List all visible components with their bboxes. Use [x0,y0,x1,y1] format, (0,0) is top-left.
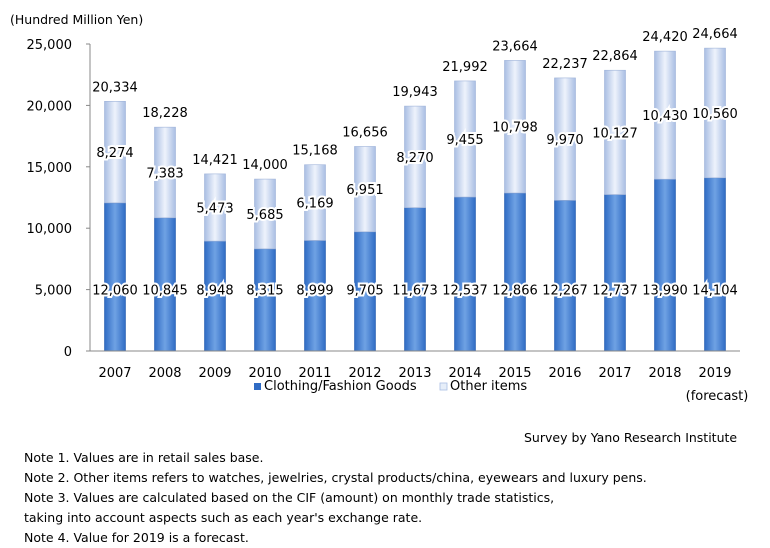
y-tick-label: 20,000 [27,99,73,114]
legend-label-clothing: Clothing/Fashion Goods [264,379,417,394]
data-label-total: 19,943 [392,85,438,100]
bar-other-items [354,146,376,233]
bar-clothing-fashion [454,196,476,352]
legend-label-other: Other items [450,379,527,394]
note-line: Note 3. Values are calculated based on t… [24,490,555,505]
data-label-other: 5,473 [196,202,233,217]
data-label-total: 16,656 [342,125,388,140]
data-label-other: 8,270 [396,151,433,166]
data-label-other: 7,383 [146,166,183,181]
legend: Clothing/Fashion Goods Other items [254,379,527,394]
data-label-clothing: 9,705 [346,284,383,299]
data-label-clothing: 11,673 [392,284,438,299]
source-note: Survey by Yano Research Institute [524,430,738,445]
data-label-total: 22,237 [542,57,588,72]
bar-clothing-fashion [254,248,276,352]
note-line: Note 1. Values are in retail sales base. [24,450,264,465]
note-line: Note 4. Value for 2019 is a forecast. [24,530,249,545]
data-label-total: 21,992 [442,60,488,75]
data-labels: 12,060 8,274 20,334 10,845 7,383 18,228 8,948 5… [90,27,740,300]
data-label-clothing: 12,537 [442,284,488,299]
data-label-clothing: 10,845 [142,284,188,299]
x-tick-label: 2017 [598,366,631,381]
data-label-total: 22,864 [592,49,638,64]
data-label-other: 6,169 [296,197,333,212]
data-label-other: 8,274 [96,146,133,161]
y-tick-label: 25,000 [27,38,73,53]
data-label-other: 10,430 [642,109,688,124]
bar-clothing-fashion [404,207,426,352]
x-tick-label: 2019 [698,366,731,381]
bar-clothing-fashion [504,192,526,352]
bar-clothing-fashion [554,200,576,352]
data-label-clothing: 8,948 [196,284,233,299]
bar-other-items [304,164,326,241]
bars [104,47,726,352]
x-tick-label: 2015 [498,366,531,381]
bar-other-items [204,173,226,242]
notes: Note 1. Values are in retail sales base.… [24,448,647,548]
bar-other-items [554,77,576,201]
data-label-total: 24,664 [692,27,738,42]
data-label-total: 24,420 [642,30,688,45]
x-tick-label: 2014 [448,366,481,381]
y-tick-label: 15,000 [27,161,73,176]
x-tick-label: 2012 [348,366,381,381]
x-axis: 2007 2008 2009 2010 2011 2012 2013 2014 2015 2016… [90,350,749,404]
data-label-clothing: 12,866 [492,284,538,299]
data-label-clothing: 12,060 [92,284,138,299]
note-line: taking into account aspects such as each… [24,510,423,525]
data-label-total: 14,000 [242,158,288,173]
y-tick-label: 10,000 [27,222,73,237]
data-label-total: 20,334 [92,80,138,95]
data-label-total: 14,421 [192,153,238,168]
x-tick-label: 2008 [148,366,181,381]
x-tick-label: 2013 [398,366,431,381]
note-line: Note 2. Other items refers to watches, j… [24,470,647,485]
bar-other-items [154,126,176,219]
bar-other-items [254,178,276,250]
bar-other-items [704,47,726,179]
x-tick-sublabel: (forecast) [686,389,749,404]
bar-clothing-fashion [104,202,126,352]
bar-clothing-fashion [604,194,626,352]
data-label-other: 10,560 [692,107,738,122]
x-tick-label: 2016 [548,366,581,381]
bar-other-items [504,60,526,194]
y-tick-label: 5,000 [35,284,72,299]
x-tick-label: 2007 [98,366,131,381]
bar-clothing-fashion [704,177,726,352]
legend-swatch-other [439,382,448,391]
data-label-other: 9,455 [446,133,483,148]
data-label-total: 15,168 [292,144,338,159]
bar-clothing-fashion [654,178,676,352]
data-label-other: 9,970 [546,133,583,148]
legend-swatch-clothing [254,383,261,390]
data-label-clothing: 14,104 [692,284,738,299]
x-tick-label: 2011 [298,366,331,381]
data-label-clothing: 8,315 [246,284,283,299]
data-label-total: 23,664 [492,39,538,54]
x-tick-label: 2010 [248,366,281,381]
data-label-clothing: 13,990 [642,284,688,299]
data-label-other: 6,951 [346,183,383,198]
data-label-other: 10,127 [592,126,638,141]
data-label-other: 10,798 [492,121,538,136]
y-axis-unit-label: (Hundred Million Yen) [10,12,144,27]
y-axis: 0 5,000 10,000 15,000 20,000 25,000 [27,38,91,360]
stacked-bar-chart: 0 5,000 10,000 15,000 20,000 25,000 12,060 8,2… [27,27,749,404]
data-label-clothing: 12,737 [592,284,638,299]
bar-other-items [604,69,626,195]
bar-other-items [404,105,426,208]
bar-other-items [654,50,676,180]
y-tick-label: 0 [64,345,72,360]
data-label-clothing: 8,999 [296,284,333,299]
data-label-total: 18,228 [142,106,188,121]
data-label-other: 5,685 [246,208,283,223]
data-label-clothing: 12,267 [542,284,588,299]
x-tick-label: 2009 [198,366,231,381]
bar-other-items [104,100,126,204]
bar-other-items [454,80,476,198]
x-tick-label: 2018 [648,366,681,381]
